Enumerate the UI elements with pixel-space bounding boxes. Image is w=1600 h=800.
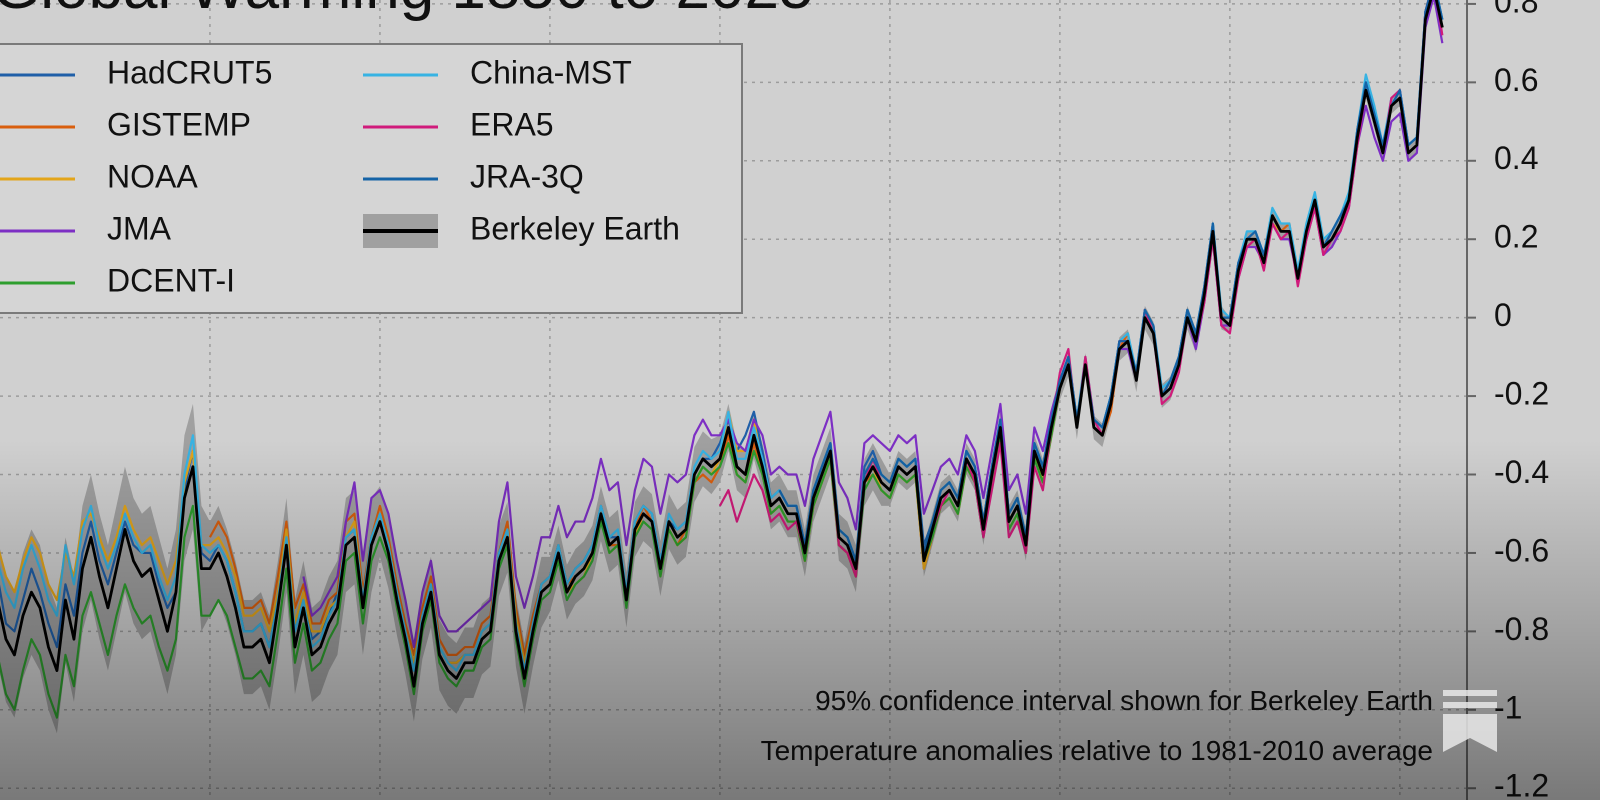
annotation: Temperature anomalies relative to 1981-2… [761, 735, 1433, 766]
legend: HadCRUT5 GISTEMP NOAA JMA DCENT-I China-MST ER… [0, 43, 743, 314]
legend-label: China-MST [470, 54, 632, 90]
y-tick-label: -1 [1494, 689, 1522, 725]
legend-label: Berkeley Earth [470, 210, 680, 246]
legend-label: NOAA [107, 158, 198, 194]
y-tick-label: 0.2 [1494, 219, 1538, 255]
y-tick-label: 0 [1494, 297, 1512, 333]
legend-label: DCENT-I [107, 262, 235, 298]
bookmark-icon [1443, 690, 1497, 752]
annotation: 95% confidence interval shown for Berkel… [815, 685, 1433, 716]
y-tick-label: 0.8 [1494, 0, 1538, 19]
y-tick-label: -0.2 [1494, 376, 1549, 412]
y-tick-label: 0.4 [1494, 140, 1538, 176]
legend-label: GISTEMP [107, 106, 251, 142]
legend-label: ERA5 [470, 106, 554, 142]
y-tick-label: -0.8 [1494, 611, 1549, 647]
legend-label: JRA-3Q [470, 158, 584, 194]
chart-title: Global Warming 1850 to 2025 [0, 0, 813, 22]
y-tick-label: -1.2 [1494, 768, 1549, 800]
y-tick-label: -0.6 [1494, 532, 1549, 568]
y-tick-label: 0.6 [1494, 62, 1538, 98]
legend-label: HadCRUT5 [107, 54, 272, 90]
legend-label: JMA [107, 210, 172, 246]
y-tick-label: -0.4 [1494, 454, 1549, 490]
